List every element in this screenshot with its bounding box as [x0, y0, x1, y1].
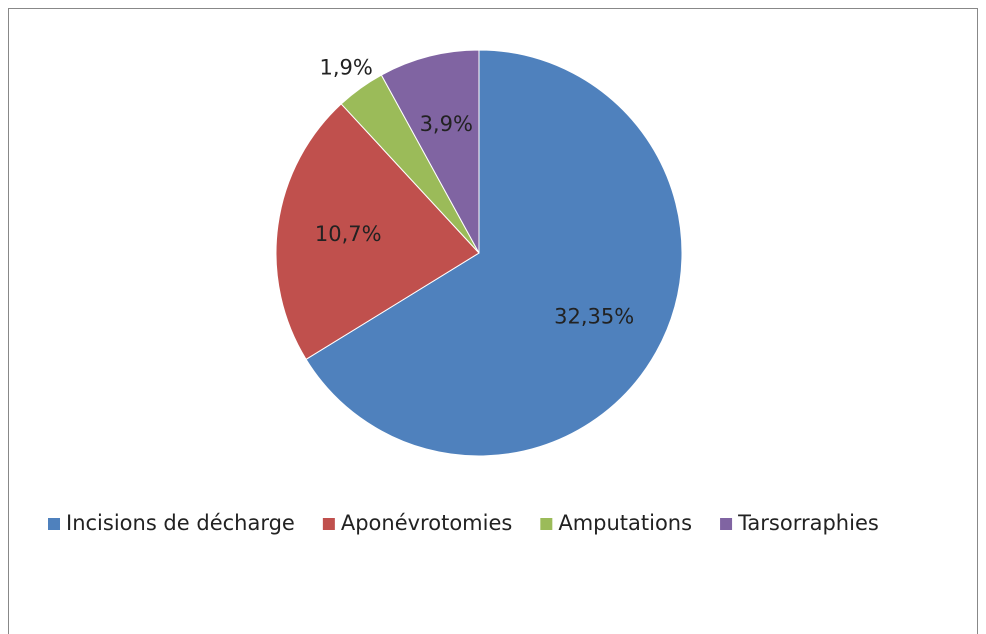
pie-slice	[380, 49, 480, 254]
chart-frame	[8, 8, 978, 634]
legend-label: Tarsorraphies	[737, 511, 879, 535]
legend-swatch	[720, 518, 733, 530]
data-label: 1,9%	[320, 55, 373, 79]
legend-swatch	[48, 518, 60, 530]
data-label: 3,9%	[420, 112, 473, 136]
data-label: 10,7%	[315, 222, 382, 246]
legend-label: Aponévrotomies	[341, 511, 512, 535]
legend-label: Amputations	[558, 511, 692, 535]
pie-slice	[275, 103, 480, 361]
data-label: 32,35%	[554, 304, 634, 328]
pie-slice	[305, 49, 683, 457]
legend-label: Incisions de décharge	[66, 511, 295, 535]
legend-swatch	[540, 518, 553, 530]
legend-swatch	[322, 518, 335, 530]
